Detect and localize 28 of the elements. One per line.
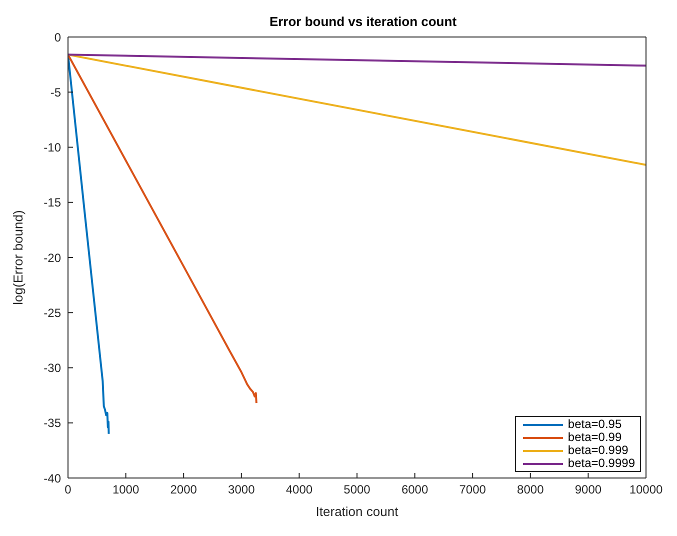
y-tick-label: -20 — [44, 250, 62, 265]
legend-label: beta=0.99 — [568, 430, 622, 444]
y-tick-label: -10 — [44, 140, 62, 155]
x-tick-label: 8000 — [517, 482, 544, 497]
x-axis-title: Iteration count — [316, 504, 399, 519]
line-series — [68, 54, 258, 404]
x-tick-label: 0 — [64, 482, 72, 497]
x-tick-label: 4000 — [286, 482, 313, 497]
y-tick-label: -25 — [44, 306, 62, 320]
x-tick-label: 9000 — [574, 482, 602, 497]
legend-label: beta=0.95 — [568, 417, 622, 431]
x-tick-label: 3000 — [228, 482, 256, 497]
x-tick-label: 10000 — [629, 482, 664, 497]
y-tick-label: -5 — [50, 85, 62, 100]
y-axis-title: log(Error bound) — [10, 210, 26, 305]
x-tick-label: 2000 — [170, 482, 198, 497]
y-tick-label: -35 — [44, 416, 62, 430]
x-tick-label: 1000 — [112, 482, 140, 497]
x-tick-label: 5000 — [344, 482, 371, 497]
chart-title: Error bound vs iteration count — [269, 14, 458, 29]
x-tick-label: 6000 — [401, 482, 428, 497]
y-tick-label: -30 — [44, 361, 62, 376]
y-tick-label: 0 — [54, 30, 62, 44]
y-tick-label: -15 — [44, 196, 62, 210]
legend-label: beta=0.9999 — [568, 456, 635, 470]
legend-label: beta=0.999 — [568, 443, 628, 457]
x-tick-label: 7000 — [459, 482, 486, 497]
y-tick-label: -40 — [44, 471, 62, 486]
